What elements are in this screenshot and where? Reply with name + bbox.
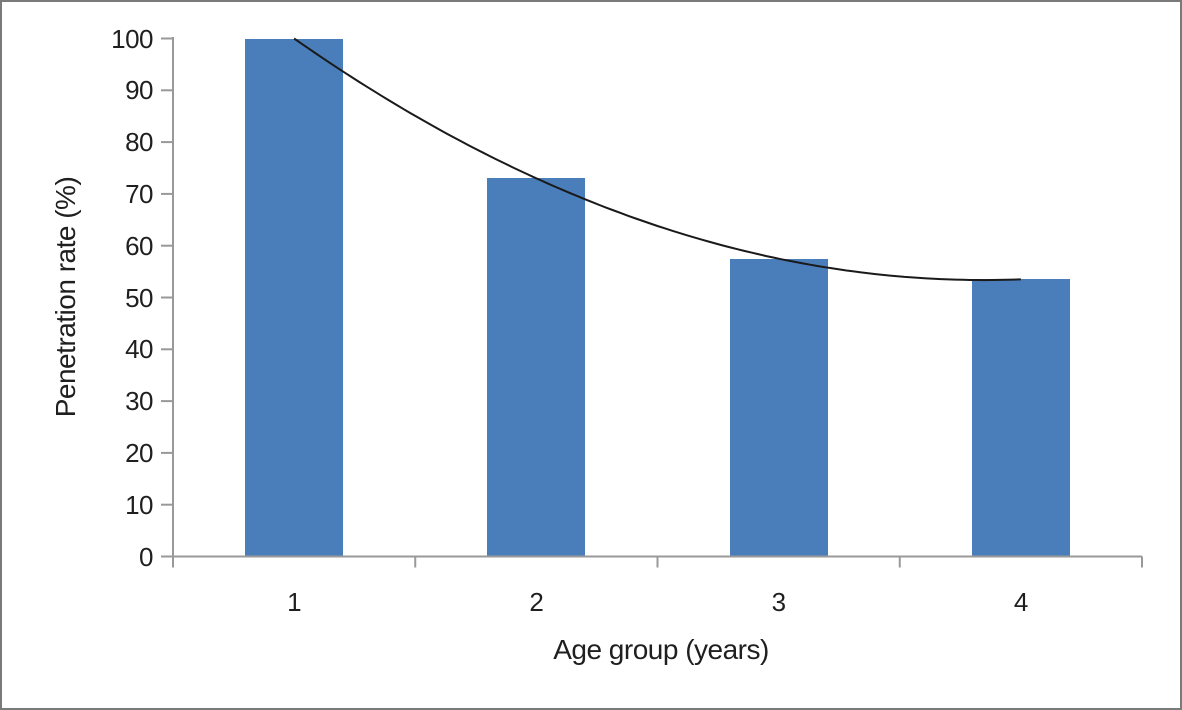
y-tick-label-50: 50 [125, 282, 153, 313]
x-axis-title: Age group (years) [553, 634, 769, 665]
y-tick-label-0: 0 [139, 541, 153, 572]
y-axis-title: Penetration rate (%) [50, 176, 81, 418]
y-tick-label-90: 90 [125, 75, 153, 106]
y-tick-label-80: 80 [125, 127, 153, 158]
x-tick-label-1: 1 [287, 587, 302, 617]
y-tick-label-10: 10 [125, 489, 153, 520]
bar-age-group-2 [487, 178, 586, 557]
y-tick-label-60: 60 [125, 230, 153, 261]
bar-age-group-1 [245, 38, 344, 557]
trendline [293, 37, 1021, 282]
bar-age-group-4 [971, 279, 1070, 557]
bar-age-group-3 [729, 258, 828, 557]
y-tick-label-40: 40 [125, 334, 153, 365]
y-tick-label-70: 70 [125, 178, 153, 209]
x-tick-label-4: 4 [1013, 587, 1028, 617]
x-tick-label-3: 3 [771, 587, 786, 617]
y-tick-label-30: 30 [125, 386, 153, 417]
y-tick-label-100: 100 [111, 23, 153, 54]
y-tick-label-20: 20 [125, 437, 153, 468]
x-tick-label-2: 2 [529, 587, 544, 617]
